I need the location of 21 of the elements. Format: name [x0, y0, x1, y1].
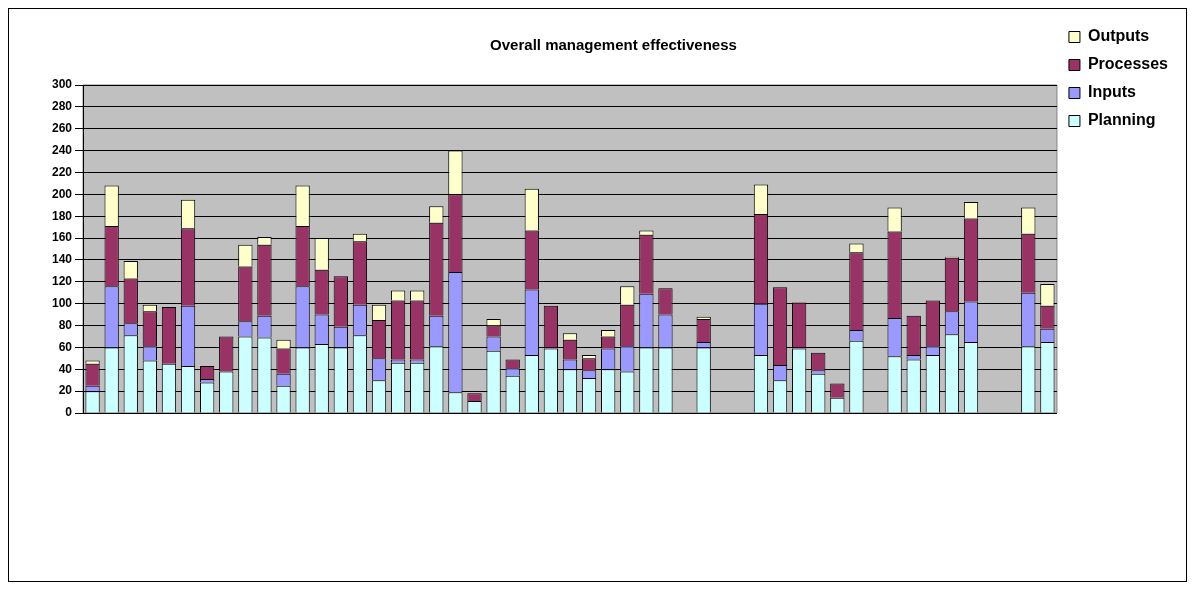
y-tick-label: 20 [58, 383, 73, 398]
y-tick-label: 240 [51, 142, 73, 157]
y-tick-label: 300 [51, 77, 73, 92]
y-tick-label: 220 [51, 164, 73, 179]
legend-label: Planning [1087, 111, 1156, 129]
y-tick-label: 120 [51, 274, 73, 289]
chart-title: Overall management effectiveness [490, 36, 737, 54]
y-tick-label: 40 [58, 361, 73, 376]
y-tick-label: 280 [51, 99, 73, 114]
y-tick-label: 80 [58, 317, 73, 332]
y-tick-label: 140 [51, 252, 73, 267]
legend-label: Inputs [1087, 83, 1137, 101]
y-tick-label: 100 [51, 295, 73, 310]
y-tick-label: 180 [51, 208, 73, 223]
y-tick-label: 200 [51, 186, 73, 201]
legend-label: Processes [1087, 55, 1169, 73]
y-tick-label: 260 [51, 121, 73, 136]
y-tick-label: 60 [58, 339, 73, 354]
y-tick-label: 160 [51, 230, 73, 245]
legend-label: Outputs [1087, 27, 1150, 45]
y-tick-label: 0 [65, 405, 73, 420]
